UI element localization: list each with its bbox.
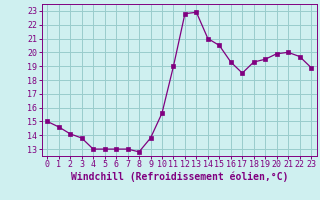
X-axis label: Windchill (Refroidissement éolien,°C): Windchill (Refroidissement éolien,°C)	[70, 172, 288, 182]
